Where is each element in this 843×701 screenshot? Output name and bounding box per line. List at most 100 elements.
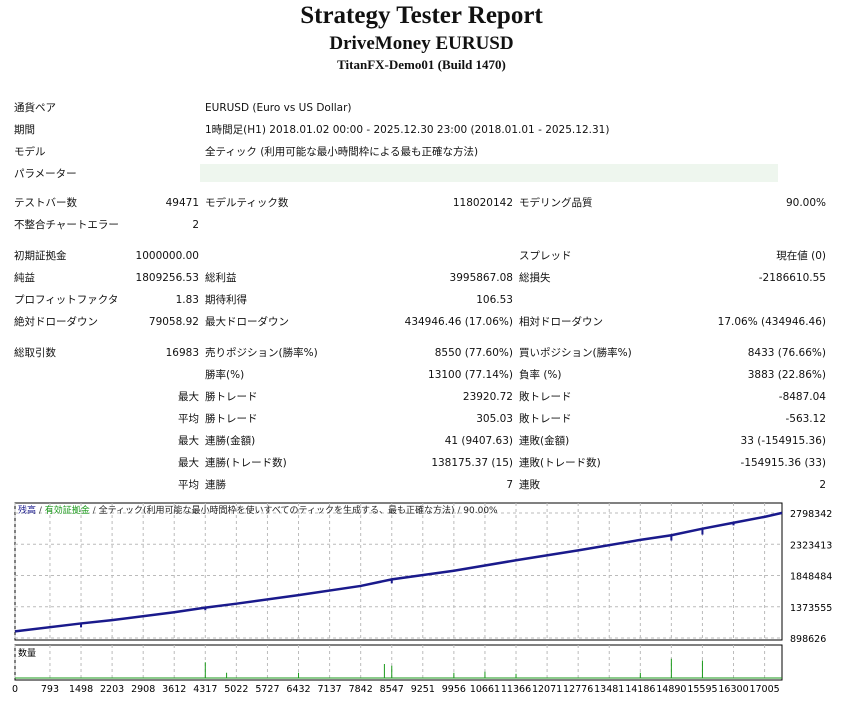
stat-label: 敗トレード xyxy=(519,391,572,403)
stat-value: 平均 xyxy=(178,413,199,425)
stat-value: 17.06% (434946.46) xyxy=(717,316,826,328)
stat-label: 期待利得 xyxy=(205,294,247,306)
y-tick-label: 898626 xyxy=(790,634,826,645)
stat-value: 8433 (76.66%) xyxy=(747,347,826,359)
info-row: パラメーター xyxy=(0,164,843,184)
info-value: 1時間足(H1) 2018.01.02 00:00 - 2025.12.30 2… xyxy=(205,124,610,136)
x-tick-label: 1498 xyxy=(69,684,93,695)
stat-value: 1000000.00 xyxy=(135,250,199,262)
stat-value: 138175.37 (15) xyxy=(431,457,513,469)
info-label: モデル xyxy=(14,146,46,158)
stat-label: 買いポジション(勝率%) xyxy=(519,347,632,359)
legend-equity: 有効証拠金 xyxy=(45,504,90,516)
x-tick-label: 7842 xyxy=(349,684,373,695)
stat-label: 総取引数 xyxy=(14,347,56,359)
stat-label: 売りポジション(勝率%) xyxy=(205,347,318,359)
stat-label: 勝率(%) xyxy=(205,369,245,381)
stat-label: 連敗(金額) xyxy=(519,435,570,447)
info-label: 通貨ペア xyxy=(14,102,56,114)
legend-balance: 残高 xyxy=(18,504,39,516)
info-label: パラメーター xyxy=(14,168,77,180)
stat-label: 絶対ドローダウン xyxy=(14,316,98,328)
chart-legend: 残高 / 有効証拠金 / 全ティック(利用可能な最小時間枠を使いすべてのティック… xyxy=(18,504,498,516)
stats-row: 不整合チャートエラー 2 xyxy=(0,215,843,235)
stat-label: 総損失 xyxy=(519,272,551,284)
stat-label: 総利益 xyxy=(205,272,237,284)
stat-label: 連勝(トレード数) xyxy=(205,457,287,469)
x-tick-label: 3612 xyxy=(162,684,186,695)
info-row: 期間 1時間足(H1) 2018.01.02 00:00 - 2025.12.30… xyxy=(0,120,843,140)
info-value: EURUSD (Euro vs US Dollar) xyxy=(205,102,352,114)
balance-line xyxy=(14,511,783,633)
x-tick-label: 12776 xyxy=(563,684,593,695)
y-tick-label: 2798342 xyxy=(790,509,832,520)
x-tick-label: 15595 xyxy=(687,684,717,695)
stat-value: -8487.04 xyxy=(778,391,826,403)
x-tick-label: 5022 xyxy=(224,684,248,695)
stat-value: -563.12 xyxy=(785,413,826,425)
x-tick-label: 17005 xyxy=(749,684,779,695)
stat-value: 1.83 xyxy=(175,294,199,306)
stats-row: 絶対ドローダウン 79058.92 最大ドローダウン 434946.46 (17.06… xyxy=(0,312,843,332)
stats-row: 総取引数 16983 売りポジション(勝率%) 8550 (77.60%) 買いポジショ… xyxy=(0,343,843,363)
stat-value: 2 xyxy=(819,479,826,491)
stat-label: 勝トレード xyxy=(205,391,258,403)
stat-label: 純益 xyxy=(14,272,35,284)
stat-value: 7 xyxy=(506,479,513,491)
parameters-box xyxy=(200,164,778,182)
stat-value: 8550 (77.60%) xyxy=(434,347,513,359)
stat-value: 305.03 xyxy=(476,413,513,425)
x-tick-label: 5727 xyxy=(255,684,279,695)
x-tick-label: 2203 xyxy=(100,684,124,695)
x-tick-label: 12071 xyxy=(532,684,562,695)
legend-sep: / xyxy=(90,506,99,516)
info-row: モデル 全ティック (利用可能な最小時間枠による最も正確な方法) xyxy=(0,142,843,162)
stat-value: 1809256.53 xyxy=(135,272,199,284)
stat-value: 79058.92 xyxy=(148,316,199,328)
x-tick-label: 2908 xyxy=(131,684,155,695)
volume-label: 数量 xyxy=(18,647,36,659)
stat-label: 最大ドローダウン xyxy=(205,316,289,328)
info-row: 通貨ペア EURUSD (Euro vs US Dollar) xyxy=(0,98,843,118)
legend-quality: 90.00% xyxy=(463,506,498,516)
y-tick-label: 1373555 xyxy=(790,603,832,614)
stats-row: テストバー数 49471 モデルティック数 118020142 モデリング品質 90.00… xyxy=(0,193,843,213)
stat-label: 初期証拠金 xyxy=(14,250,67,262)
stat-label: スプレッド xyxy=(519,250,572,262)
stat-label: プロフィットファクタ xyxy=(14,294,119,306)
stat-value: -154915.36 (33) xyxy=(740,457,826,469)
stat-label: 相対ドローダウン xyxy=(519,316,603,328)
stat-label: 連敗(トレード数) xyxy=(519,457,601,469)
stat-value: 49471 xyxy=(165,197,199,209)
stat-value: 118020142 xyxy=(452,197,513,209)
stat-value: 最大 xyxy=(178,435,199,447)
stat-value: 106.53 xyxy=(476,294,513,306)
x-tick-label: 13481 xyxy=(594,684,624,695)
stats-row: 最大 連勝(トレード数) 138175.37 (15) 連敗(トレード数) -15491… xyxy=(0,453,843,473)
stat-value: 3995867.08 xyxy=(449,272,513,284)
balance-chart: 0 793 1498 2203 2908 3612 4317 5022 5727 6432 7137… xyxy=(12,502,832,695)
stats-row: 勝率(%) 13100 (77.14%) 負率 (%) 3883 (22.86%) xyxy=(0,365,843,385)
x-tick-label: 793 xyxy=(41,684,59,695)
stat-value: 最大 xyxy=(178,391,199,403)
stats-row: 純益 1809256.53 総利益 3995867.08 総損失 -2186610.55 xyxy=(0,268,843,288)
y-tick-label: 1848484 xyxy=(790,572,832,583)
stat-value: 33 (-154915.36) xyxy=(740,435,826,447)
x-tick-label: 14890 xyxy=(656,684,686,695)
volume-pane xyxy=(14,644,783,681)
stat-value: 41 (9407.63) xyxy=(444,435,513,447)
x-tick-label: 10661 xyxy=(470,684,500,695)
stat-value: 13100 (77.14%) xyxy=(428,369,513,381)
price-pane xyxy=(14,502,783,641)
stat-label: 連勝(金額) xyxy=(205,435,256,447)
stat-label: 不整合チャートエラー xyxy=(14,219,119,231)
x-tick-label: 11366 xyxy=(501,684,531,695)
stat-value: 434946.46 (17.06%) xyxy=(404,316,513,328)
stat-label: テストバー数 xyxy=(14,197,77,209)
stat-value: 最大 xyxy=(178,457,199,469)
x-tick-label: 16300 xyxy=(718,684,748,695)
legend-sep: / xyxy=(455,506,464,516)
x-tick-label: 6432 xyxy=(286,684,310,695)
x-tick-label: 8547 xyxy=(380,684,404,695)
x-tick-label: 7137 xyxy=(318,684,342,695)
